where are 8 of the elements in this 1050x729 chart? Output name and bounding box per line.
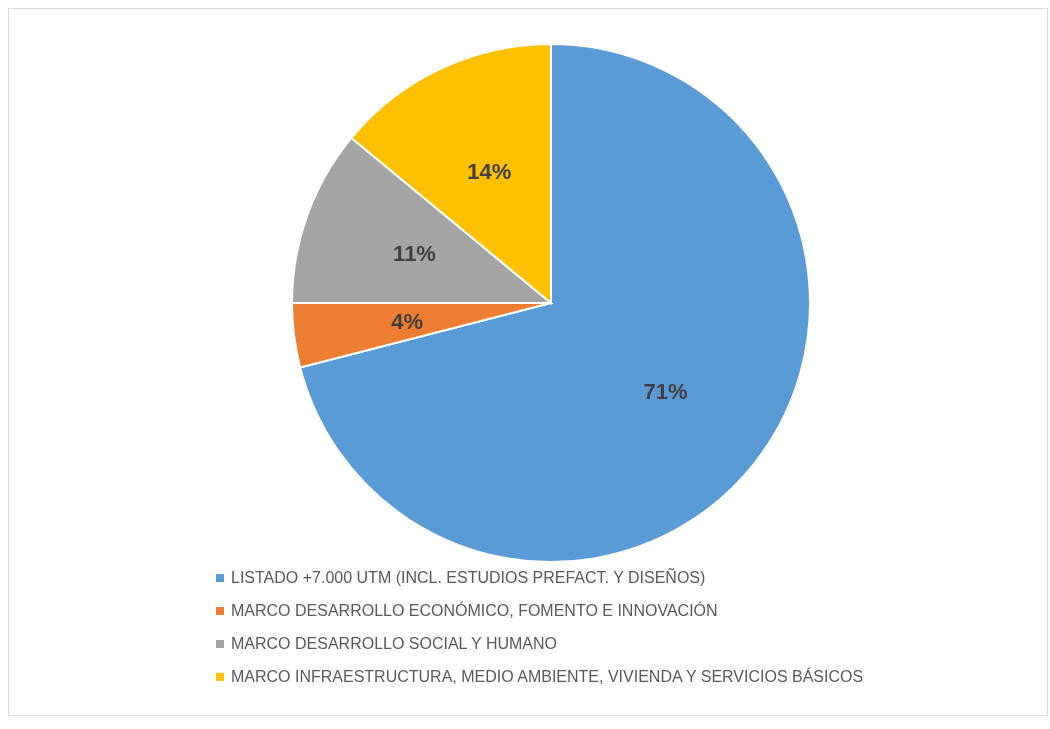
data-label: 11% [393, 241, 436, 267]
legend-label: MARCO DESARROLLO SOCIAL Y HUMANO [231, 635, 557, 653]
legend-label: MARCO INFRAESTRUCTURA, MEDIO AMBIENTE, VIVIENDA Y SERVICIOS BÁSICOS [231, 668, 864, 686]
data-label: 14% [467, 159, 512, 185]
legend-label: LISTADO +7.000 UTM (INCL. ESTUDIOS PREFACT. Y DISEÑOS) [231, 569, 706, 587]
data-label: 71% [643, 379, 688, 405]
data-label: 4% [391, 308, 423, 334]
legend-label: MARCO DESARROLLO ECONÓMICO, FOMENTO E INNOVACIÓN [231, 602, 718, 620]
